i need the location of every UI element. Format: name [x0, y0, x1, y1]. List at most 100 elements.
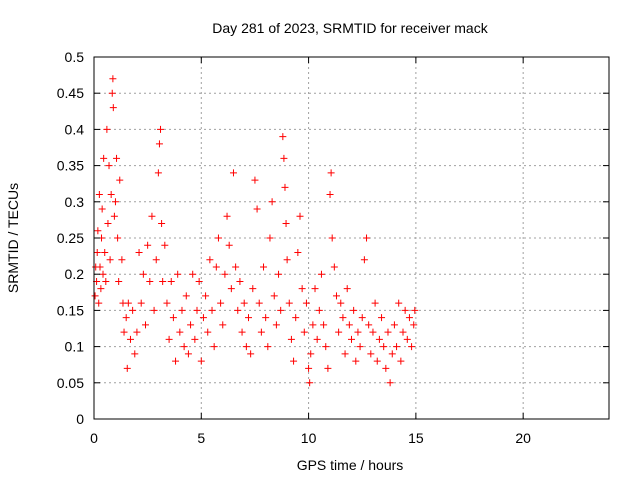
- data-point: [262, 314, 270, 322]
- data-point: [157, 125, 165, 133]
- y-tick-label: 0.1: [65, 339, 85, 355]
- data-point: [388, 350, 396, 358]
- data-point: [335, 328, 343, 336]
- data-point: [277, 306, 285, 314]
- y-tick-label: 0.25: [57, 230, 84, 246]
- data-point: [352, 357, 360, 365]
- data-point: [94, 227, 102, 235]
- data-point: [110, 212, 118, 220]
- data-point: [358, 314, 366, 322]
- data-point: [223, 212, 231, 220]
- data-point: [343, 285, 351, 293]
- y-tick-label: 0.5: [65, 49, 85, 65]
- x-tick-label: 15: [408, 430, 424, 446]
- data-point: [176, 328, 184, 336]
- y-tick-label: 0.3: [65, 194, 85, 210]
- data-point: [354, 328, 362, 336]
- data-point: [97, 285, 105, 293]
- data-point: [144, 241, 152, 249]
- data-point: [268, 198, 276, 206]
- data-point: [360, 256, 368, 264]
- data-point: [330, 263, 338, 271]
- data-point: [234, 306, 242, 314]
- data-point: [272, 321, 280, 329]
- data-point: [260, 263, 268, 271]
- data-point: [298, 285, 306, 293]
- data-point: [405, 314, 413, 322]
- data-point: [155, 140, 163, 148]
- data-point: [197, 357, 205, 365]
- data-point: [229, 169, 237, 177]
- data-point: [324, 364, 332, 372]
- data-point: [95, 191, 103, 199]
- data-point: [386, 379, 394, 387]
- data-point: [328, 234, 336, 242]
- data-point: [225, 241, 233, 249]
- data-point: [320, 321, 328, 329]
- data-point: [100, 154, 108, 162]
- data-points: [91, 75, 419, 387]
- y-tick-labels: 0 0.05 0.1 0.15 0.2 0.25 0.3 0.35 0.4 0.45 0.5: [57, 49, 84, 427]
- x-tick-labels: 0 5 10 15 20: [90, 430, 531, 446]
- data-point: [348, 335, 355, 343]
- x-tick-label: 5: [197, 430, 205, 446]
- data-point: [180, 343, 188, 351]
- data-point: [307, 350, 315, 358]
- data-point: [120, 328, 128, 336]
- data-point: [111, 198, 119, 206]
- data-point: [184, 350, 192, 358]
- y-tick-label: 0.05: [57, 375, 84, 391]
- data-point: [245, 314, 252, 322]
- data-point: [101, 248, 109, 256]
- data-point: [378, 314, 386, 322]
- data-point: [309, 321, 317, 329]
- data-point: [187, 321, 195, 329]
- data-point: [249, 285, 257, 293]
- data-point: [210, 343, 218, 351]
- data-point: [124, 299, 132, 307]
- data-point: [178, 306, 186, 314]
- y-tick-label: 0.45: [57, 85, 84, 101]
- data-point: [367, 350, 375, 358]
- data-point: [282, 220, 290, 228]
- data-point: [240, 299, 248, 307]
- data-point: [189, 270, 197, 278]
- data-point: [212, 263, 220, 271]
- data-point: [390, 321, 398, 329]
- data-point: [152, 256, 160, 264]
- data-point: [195, 277, 203, 285]
- y-tick-label: 0.35: [57, 158, 84, 174]
- data-point: [281, 183, 289, 191]
- y-tick-label: 0: [76, 411, 84, 427]
- data-point: [242, 343, 250, 351]
- data-point: [99, 270, 107, 278]
- plot-frame: [93, 56, 610, 420]
- data-point: [251, 176, 259, 184]
- y-tick-label: 0.4: [65, 121, 85, 137]
- data-point: [283, 256, 291, 264]
- data-point: [375, 335, 383, 343]
- data-point: [403, 335, 411, 343]
- data-point: [105, 162, 113, 170]
- data-point: [96, 263, 104, 271]
- data-point: [311, 285, 319, 293]
- data-point: [317, 270, 325, 278]
- data-point: [294, 248, 302, 256]
- data-point: [95, 299, 103, 307]
- data-point: [208, 306, 216, 314]
- data-point: [253, 205, 261, 213]
- data-point: [122, 314, 130, 322]
- data-point: [285, 299, 293, 307]
- data-point: [227, 285, 235, 293]
- data-point: [202, 292, 210, 300]
- data-point: [350, 306, 358, 314]
- data-point: [365, 321, 373, 329]
- data-point: [395, 299, 403, 307]
- data-point: [139, 270, 147, 278]
- data-point: [313, 335, 321, 343]
- data-point: [337, 299, 345, 307]
- data-point: [384, 328, 392, 336]
- y-tick-label: 0.2: [65, 266, 85, 282]
- data-point: [397, 357, 405, 365]
